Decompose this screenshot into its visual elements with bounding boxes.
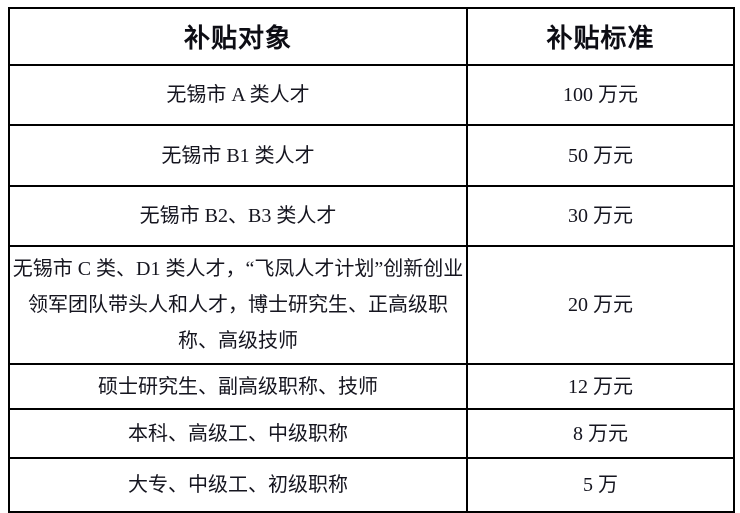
header-subsidy-target: 补贴对象 — [8, 7, 468, 66]
subsidy-standard-cell: 50 万元 — [466, 124, 735, 187]
subsidy-table: 补贴对象 补贴标准 无锡市 A 类人才 100 万元 无锡市 B1 类人才 50… — [8, 7, 735, 513]
header-subsidy-standard: 补贴标准 — [466, 7, 735, 66]
table-row: 无锡市 A 类人才 100 万元 — [8, 64, 735, 126]
subsidy-standard-cell: 8 万元 — [466, 408, 735, 459]
subsidy-standard-cell: 30 万元 — [466, 185, 735, 247]
table-row: 无锡市 B2、B3 类人才 30 万元 — [8, 185, 735, 247]
subsidy-target-cell: 无锡市 A 类人才 — [8, 64, 468, 126]
subsidy-standard-cell: 100 万元 — [466, 64, 735, 126]
subsidy-target-cell: 硕士研究生、副高级职称、技师 — [8, 363, 468, 410]
subsidy-target-cell: 无锡市 B2、B3 类人才 — [8, 185, 468, 247]
subsidy-target-cell: 本科、高级工、中级职称 — [8, 408, 468, 459]
table-row: 无锡市 C 类、D1 类人才，“飞凤人才计划”创新创业领军团队带头人和人才，博士… — [8, 245, 735, 365]
table-row: 硕士研究生、副高级职称、技师 12 万元 — [8, 363, 735, 410]
subsidy-target-cell: 无锡市 B1 类人才 — [8, 124, 468, 187]
subsidy-target-cell: 无锡市 C 类、D1 类人才，“飞凤人才计划”创新创业领军团队带头人和人才，博士… — [8, 245, 468, 365]
table-row: 本科、高级工、中级职称 8 万元 — [8, 408, 735, 459]
table-header-row: 补贴对象 补贴标准 — [8, 7, 735, 66]
table-row: 无锡市 B1 类人才 50 万元 — [8, 124, 735, 187]
subsidy-standard-cell: 20 万元 — [466, 245, 735, 365]
subsidy-standard-cell: 12 万元 — [466, 363, 735, 410]
